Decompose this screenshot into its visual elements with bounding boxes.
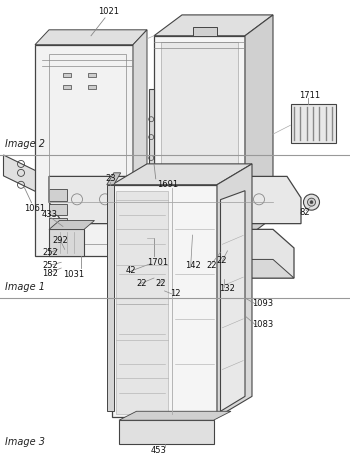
Polygon shape [245, 15, 273, 238]
Circle shape [164, 249, 172, 257]
Text: 22: 22 [206, 260, 217, 270]
Polygon shape [49, 218, 66, 229]
Text: 22: 22 [156, 279, 166, 288]
Polygon shape [49, 203, 66, 215]
Polygon shape [290, 104, 336, 143]
Text: 1691: 1691 [157, 180, 178, 189]
Text: Image 3: Image 3 [5, 437, 45, 447]
Polygon shape [112, 164, 252, 185]
Text: 252: 252 [42, 248, 58, 257]
Circle shape [199, 249, 207, 257]
Polygon shape [150, 278, 178, 298]
Text: 1711: 1711 [299, 91, 320, 100]
Circle shape [303, 194, 320, 210]
Polygon shape [116, 191, 168, 414]
Bar [63, 73, 71, 77]
Polygon shape [119, 411, 231, 420]
Text: 22: 22 [216, 256, 227, 265]
Polygon shape [119, 229, 294, 278]
Polygon shape [149, 89, 154, 215]
Text: 433: 433 [42, 210, 58, 219]
Circle shape [308, 198, 315, 206]
Polygon shape [149, 221, 161, 238]
Text: 1061: 1061 [25, 204, 46, 213]
Text: 453: 453 [150, 445, 166, 453]
Text: 292: 292 [52, 236, 68, 246]
Bar [88, 86, 96, 89]
Polygon shape [35, 45, 133, 256]
Bar [63, 86, 71, 89]
Text: 22: 22 [136, 279, 147, 288]
Text: 182: 182 [42, 269, 58, 278]
Polygon shape [107, 185, 114, 411]
Polygon shape [154, 15, 273, 36]
Circle shape [310, 201, 313, 204]
Polygon shape [107, 173, 121, 185]
Circle shape [237, 251, 239, 255]
Polygon shape [217, 164, 252, 417]
Polygon shape [35, 30, 147, 45]
Text: Image 2: Image 2 [5, 139, 45, 149]
Text: 12: 12 [170, 289, 181, 298]
Text: 1701: 1701 [147, 258, 168, 267]
Text: 1093: 1093 [252, 299, 273, 308]
Circle shape [160, 245, 176, 261]
Polygon shape [133, 30, 147, 256]
Polygon shape [119, 420, 214, 444]
Text: 142: 142 [185, 260, 201, 270]
Text: 1021: 1021 [98, 7, 119, 16]
Polygon shape [49, 176, 301, 224]
Circle shape [234, 249, 242, 257]
Text: Image 1: Image 1 [5, 282, 45, 292]
Circle shape [202, 251, 204, 255]
Circle shape [195, 245, 211, 261]
Polygon shape [4, 155, 40, 194]
Polygon shape [49, 189, 66, 201]
Polygon shape [161, 42, 238, 232]
Text: 42: 42 [126, 266, 136, 275]
Polygon shape [154, 36, 245, 238]
Text: 1083: 1083 [252, 320, 273, 329]
Text: 23: 23 [105, 174, 116, 183]
Polygon shape [220, 191, 245, 411]
Polygon shape [112, 185, 217, 417]
Circle shape [230, 245, 246, 261]
Polygon shape [193, 27, 217, 36]
Circle shape [167, 251, 169, 255]
Text: 132: 132 [219, 284, 234, 293]
Text: 1031: 1031 [63, 270, 84, 279]
Polygon shape [119, 260, 294, 278]
Polygon shape [49, 221, 94, 230]
Text: 252: 252 [42, 260, 58, 270]
Text: 82: 82 [299, 207, 310, 217]
Bar [88, 73, 96, 77]
Polygon shape [49, 230, 84, 256]
